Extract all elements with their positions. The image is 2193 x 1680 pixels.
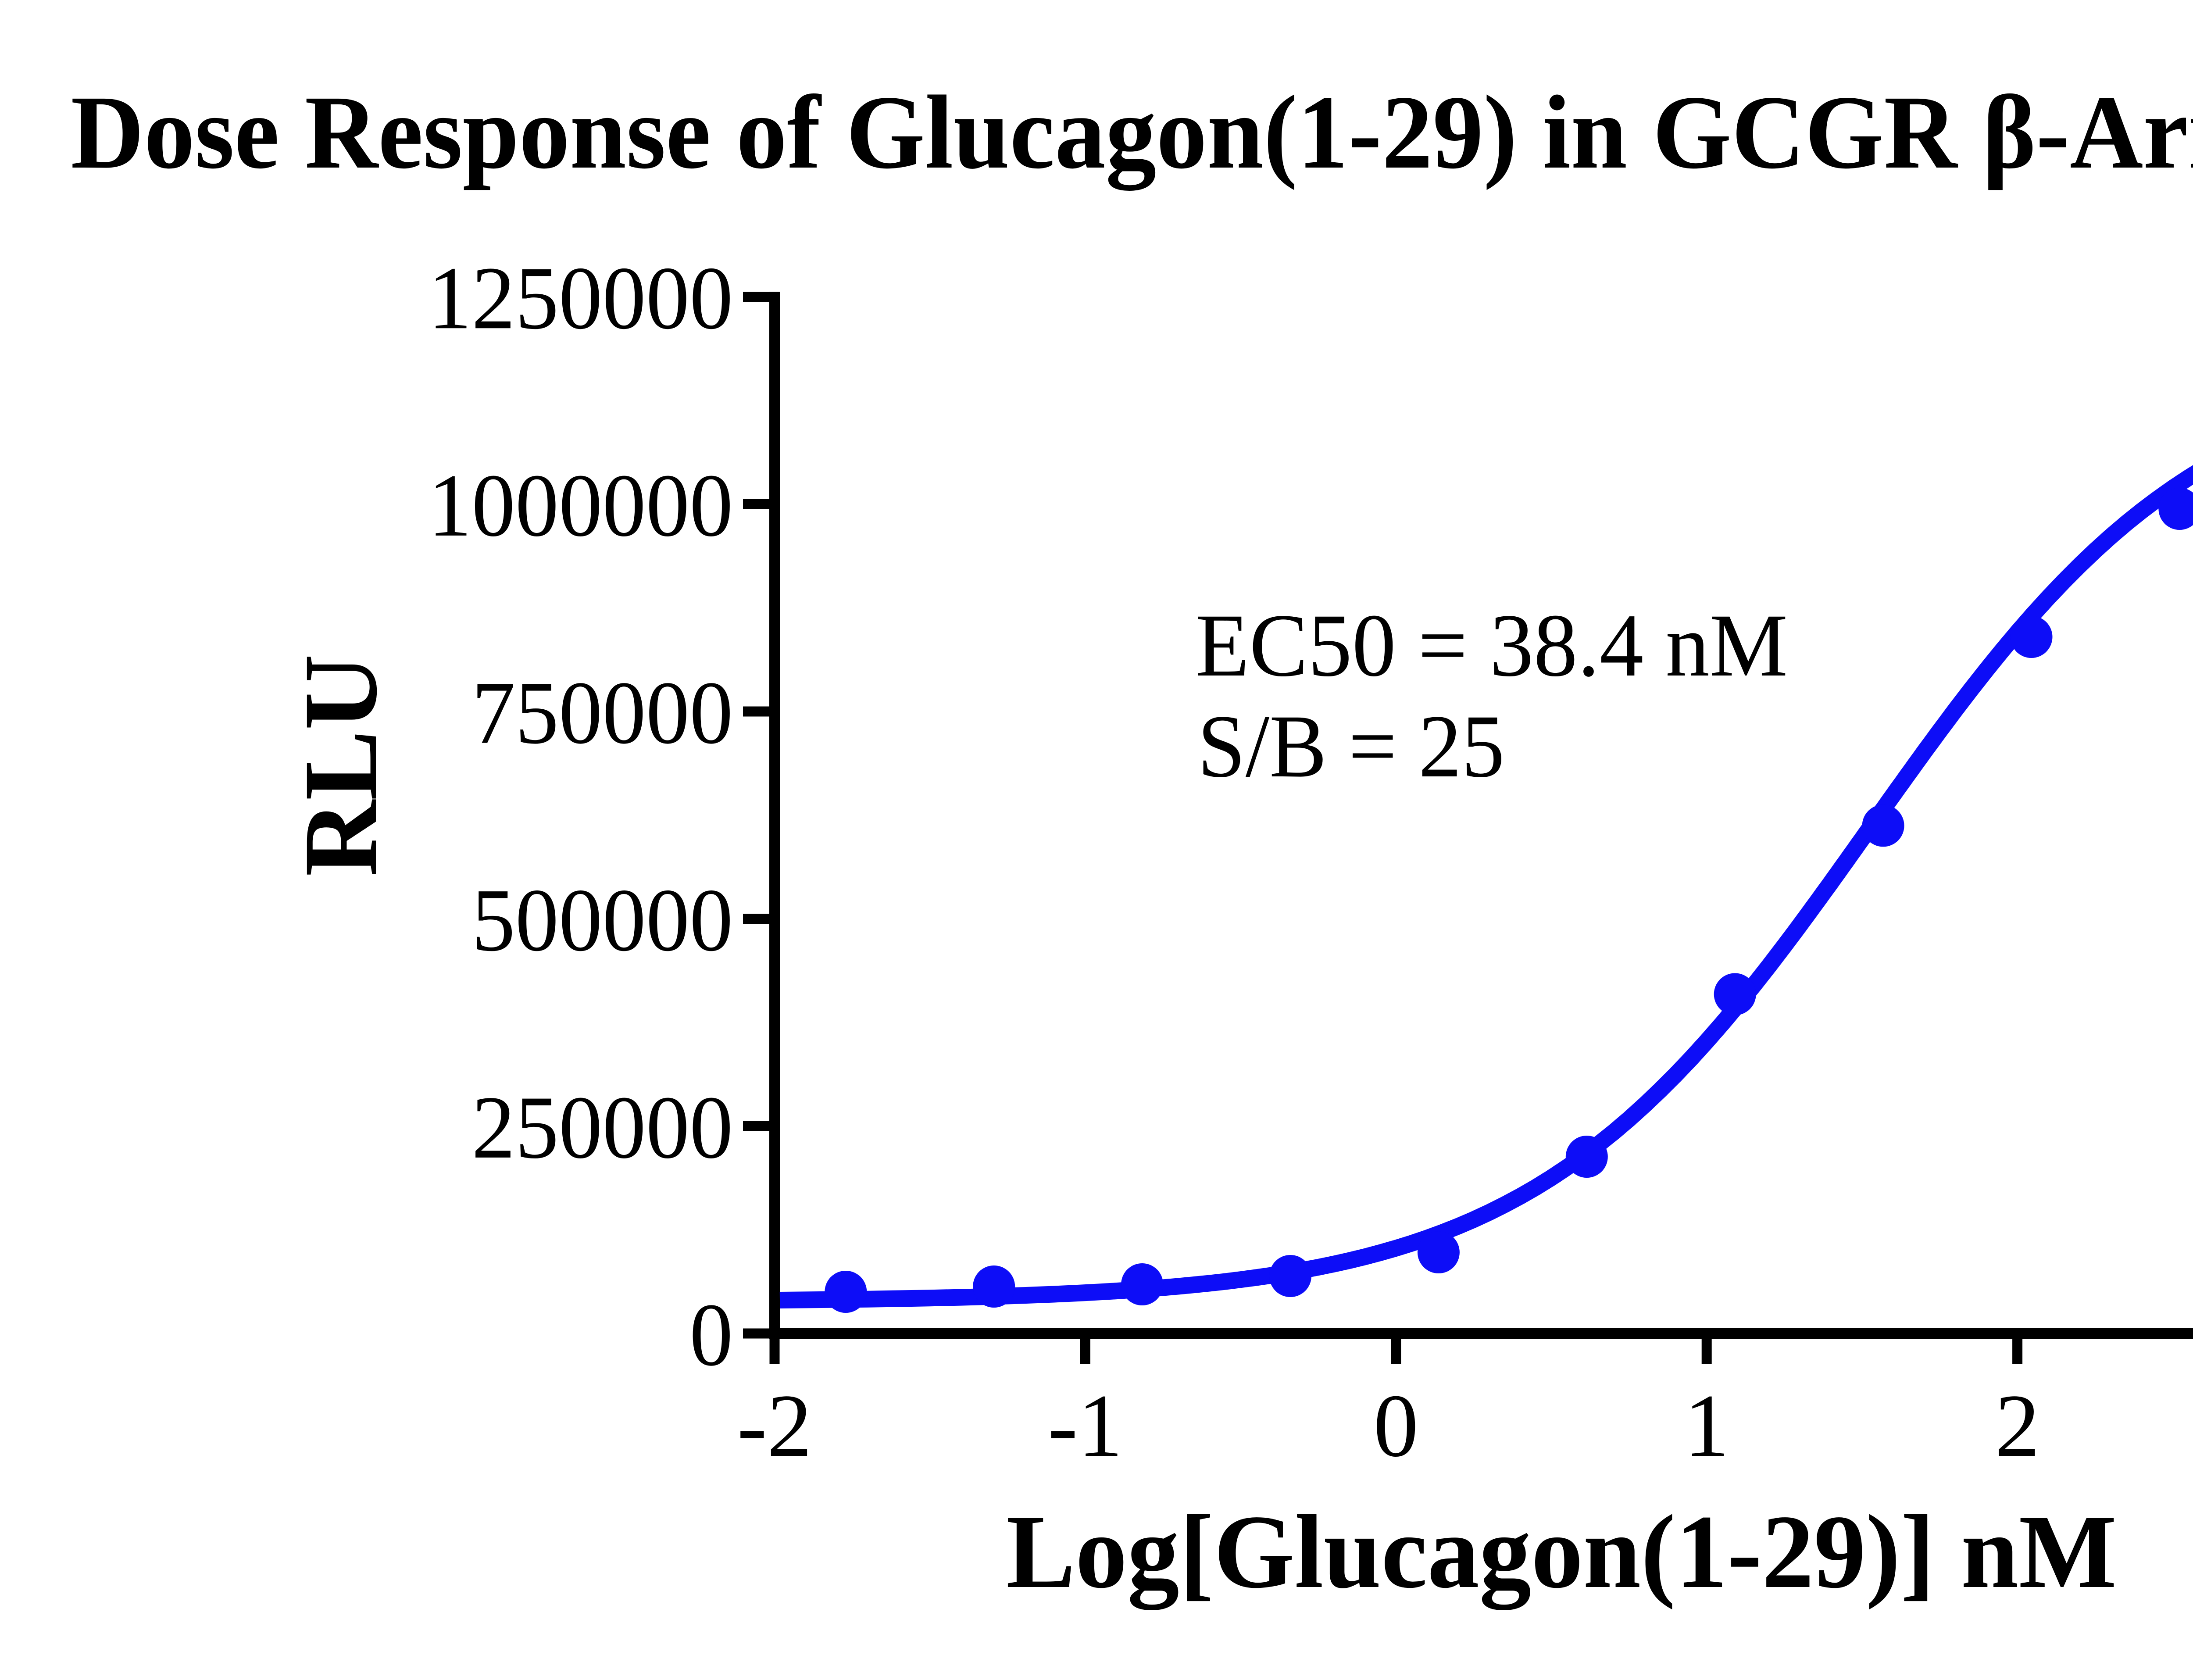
svg-text:1000000: 1000000 <box>428 455 733 555</box>
svg-text:EC50 = 38.4 nM: EC50 = 38.4 nM <box>1196 595 1788 695</box>
svg-text:2: 2 <box>1995 1376 2040 1476</box>
svg-text:Dose Response of Glucagon(1-29: Dose Response of Glucagon(1-29) in GCGR … <box>71 74 2193 191</box>
svg-text:500000: 500000 <box>471 870 733 970</box>
svg-text:RLU: RLU <box>282 654 399 876</box>
svg-text:-1: -1 <box>1048 1376 1123 1476</box>
svg-text:0: 0 <box>1374 1376 1419 1476</box>
svg-text:-2: -2 <box>737 1376 812 1476</box>
svg-text:1: 1 <box>1684 1376 1729 1476</box>
svg-text:0: 0 <box>689 1285 733 1384</box>
svg-text:1250000: 1250000 <box>428 248 733 347</box>
svg-text:S/B = 25: S/B = 25 <box>1197 697 1504 796</box>
svg-text:750000: 750000 <box>471 663 733 762</box>
svg-text:250000: 250000 <box>471 1077 733 1177</box>
svg-text:Log[Glucagon(1-29)] nM: Log[Glucagon(1-29)] nM <box>1006 1494 2117 1610</box>
